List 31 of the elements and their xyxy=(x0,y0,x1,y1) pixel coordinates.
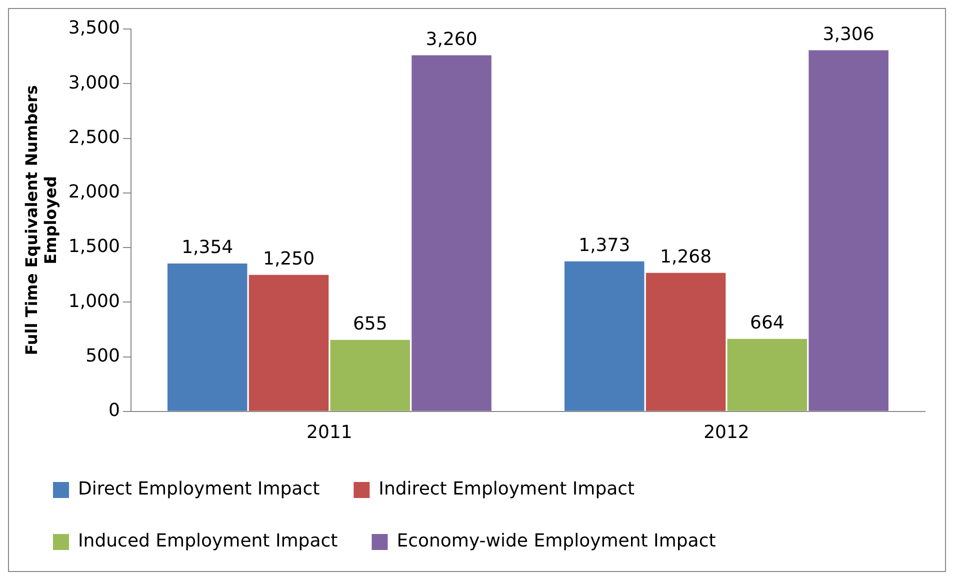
data-label: 664 xyxy=(750,312,784,334)
bar xyxy=(727,338,808,411)
x-tick-label: 2011 xyxy=(306,422,352,443)
legend-label: Direct Employment Impact xyxy=(78,478,320,500)
bar xyxy=(248,274,329,411)
y-tick-label: 2,500 xyxy=(68,126,120,148)
data-label: 3,260 xyxy=(426,28,478,50)
x-tick-label: 2012 xyxy=(704,422,750,443)
bar xyxy=(412,55,492,411)
legend-label: Indirect Employment Impact xyxy=(378,478,635,500)
y-tick-label: 500 xyxy=(86,345,120,366)
legend-label: Induced Employment Impact xyxy=(78,530,338,552)
data-label: 1,373 xyxy=(578,235,630,256)
bar xyxy=(167,263,248,411)
bar xyxy=(646,272,726,411)
y-tick-label: 3,500 xyxy=(68,18,120,39)
y-axis-title: Full Time Equivalent Numbers Employed xyxy=(22,85,60,356)
data-label: 3,306 xyxy=(822,24,874,45)
y-tick-label: 2,000 xyxy=(68,182,120,203)
y-tick-label: 1,000 xyxy=(68,290,120,312)
y-tick-label: 3,000 xyxy=(68,72,120,94)
data-label: 1,250 xyxy=(262,248,315,270)
y-tick-label: 1,500 xyxy=(68,236,120,258)
data-label: 1,354 xyxy=(182,237,234,258)
bar xyxy=(330,340,410,411)
bar xyxy=(564,261,644,411)
data-label: 1,268 xyxy=(660,246,712,268)
legend-label: Economy-wide Employment Impact xyxy=(396,530,716,552)
data-label: 655 xyxy=(352,314,388,335)
bar xyxy=(808,50,888,411)
y-tick-label: 0 xyxy=(108,400,120,422)
